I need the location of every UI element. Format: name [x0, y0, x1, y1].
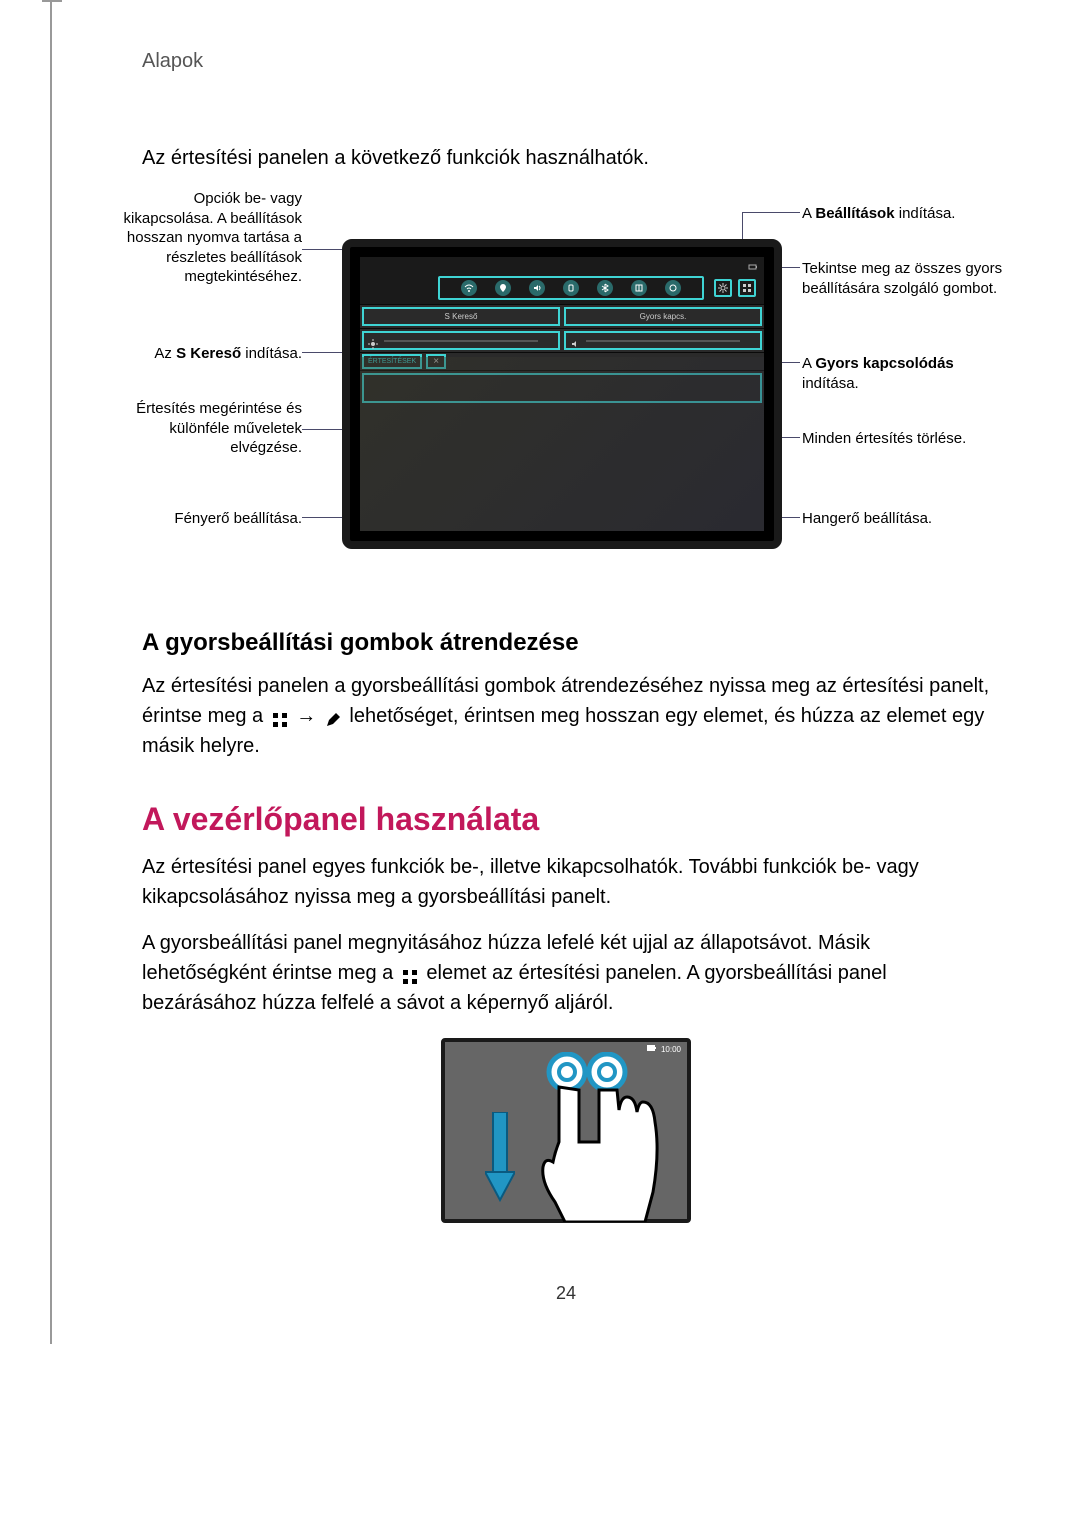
location-icon — [495, 280, 511, 296]
top-right-icons-group — [714, 279, 756, 297]
s-finder-button: S Kereső — [362, 307, 560, 326]
status-bar — [360, 257, 764, 271]
sliders-row — [360, 329, 764, 353]
page-container: Alapok Az értesítési panelen a következő… — [50, 0, 1080, 1344]
slider-track — [384, 340, 538, 342]
callout-quick-connect: A Gyors kapcsolódás indítása. — [802, 354, 1012, 393]
tablet-screen: S Kereső Gyors kapcs. ÉRTESÍTÉSEK × — [360, 257, 764, 531]
brightness-icon — [368, 336, 378, 346]
sync-icon — [665, 280, 681, 296]
battery-icon — [748, 259, 758, 269]
control-p2: A gyorsbeállítási panel megnyitásához hú… — [142, 928, 990, 1018]
volume-slider — [564, 331, 762, 350]
grid-icon — [738, 279, 756, 297]
callout-line — [742, 212, 800, 213]
control-p1: Az értesítési panel egyes funkciók be-, … — [142, 852, 990, 912]
quick-connect-button: Gyors kapcs. — [564, 307, 762, 326]
rearrange-body: Az értesítési panelen a gyorsbeállítási … — [142, 671, 990, 761]
tablet-frame: S Kereső Gyors kapcs. ÉRTESÍTÉSEK × — [342, 239, 782, 549]
blurred-background — [360, 357, 764, 531]
intro-text: Az értesítési panelen a következő funkci… — [142, 143, 990, 173]
quick-toggle-row — [360, 271, 764, 305]
slider-track — [586, 340, 740, 342]
pencil-icon — [324, 708, 342, 726]
chapter-header: Alapok — [142, 50, 990, 73]
callout-s-finder: Az S Kereső indítása. — [102, 344, 302, 364]
down-arrow-icon — [485, 1112, 515, 1202]
grid-icon — [271, 708, 289, 726]
rearrange-heading: A gyorsbeállítási gombok átrendezése — [142, 629, 990, 657]
bluetooth-icon — [597, 280, 613, 296]
volume-icon — [570, 336, 580, 346]
gear-icon — [714, 279, 732, 297]
top-margin-mark — [42, 0, 62, 2]
two-finger-swipe-figure: 10:00 — [441, 1038, 691, 1223]
rotation-icon — [563, 280, 579, 296]
search-quickconnect-row: S Kereső Gyors kapcs. — [360, 305, 764, 329]
callout-all-quick: Tekintse meg az összes gyors beállításár… — [802, 259, 1012, 298]
multiwindow-icon — [631, 280, 647, 296]
wifi-icon — [461, 280, 477, 296]
page-number: 24 — [142, 1283, 990, 1304]
callout-clear-notifications: Minden értesítés törlése. — [802, 429, 1012, 449]
grid-icon — [401, 965, 419, 983]
brightness-slider — [362, 331, 560, 350]
arrow-text: → — [296, 705, 322, 727]
quick-toggle-icons — [438, 276, 704, 300]
callout-tap-notification: Értesítés megérintése és különféle művel… — [102, 399, 302, 458]
notification-panel-diagram: Opciók be- vagy kikapcsolása. A beállítá… — [142, 189, 992, 589]
callout-options-toggle: Opciók be- vagy kikapcsolása. A beállítá… — [102, 189, 302, 287]
sound-icon — [529, 280, 545, 296]
hand-two-finger-icon — [535, 1052, 665, 1222]
control-panel-heading: A vezérlőpanel használata — [142, 801, 990, 838]
callout-volume: Hangerő beállítása. — [802, 509, 1012, 529]
callout-settings: A Beállítások indítása. — [802, 204, 1012, 224]
callout-brightness: Fényerő beállítása. — [102, 509, 302, 529]
